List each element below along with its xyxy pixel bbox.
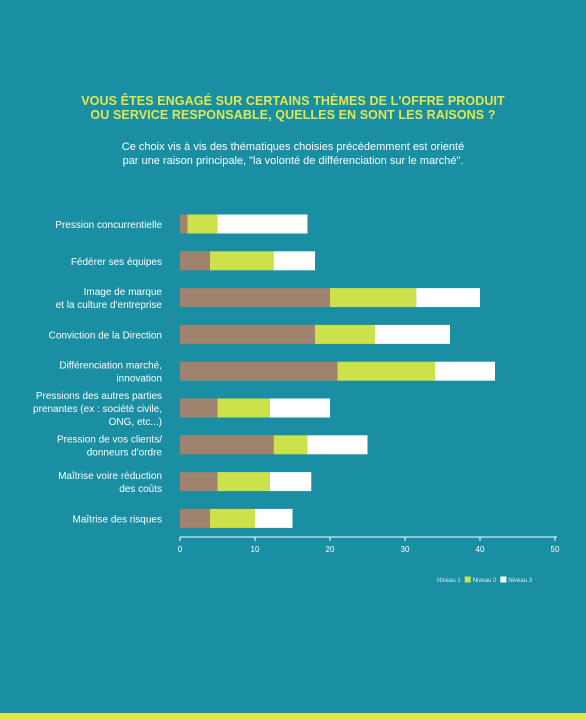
bar-segment-3	[270, 398, 330, 418]
bar-segment-2	[210, 508, 255, 528]
legend-label-1: Niveau 1	[437, 578, 461, 584]
bar-segment-3	[435, 361, 495, 381]
chart-title-line-2: OU SERVICE RESPONSABLE, QUELLES EN SONT …	[90, 108, 496, 122]
bar-segment-2	[210, 251, 274, 271]
x-tick-label: 50	[551, 545, 560, 554]
chart-title-line-1: VOUS ÊTES ENGAGÉ SUR CERTAINS THÈMES DE …	[81, 94, 505, 108]
bar-segment-3	[255, 508, 293, 528]
bar-segment-2	[217, 398, 270, 418]
category-label: Conviction de la Direction	[49, 330, 162, 341]
bar-segment-3	[270, 472, 312, 492]
chart-title: VOUS ÊTES ENGAGÉ SUR CERTAINS THÈMES DE …	[0, 94, 586, 122]
legend-swatch-3	[500, 576, 507, 583]
bar-segment-3	[273, 251, 315, 271]
x-tick-label: 20	[326, 545, 335, 554]
bar-segment-2	[273, 435, 308, 455]
bar-segment-1	[180, 288, 330, 308]
bar-segment-2	[330, 288, 417, 308]
category-label: des coûts	[119, 484, 162, 495]
category-label: Pression de vos clients/	[57, 434, 162, 445]
bar-segment-1	[180, 508, 210, 528]
legend-label-2: Niveau 2	[473, 578, 497, 584]
category-label: Image de marque	[84, 287, 163, 298]
bar-segment-2	[337, 361, 435, 381]
bar-segment-1	[180, 472, 218, 492]
x-tick-label: 30	[401, 545, 410, 554]
category-label: innovation	[116, 374, 162, 385]
bar-segment-3	[375, 324, 450, 344]
bottom-accent-bar	[0, 713, 586, 719]
category-label: Fédérer ses équipes	[71, 257, 162, 268]
bar-segment-2	[217, 472, 270, 492]
bar-segment-1	[180, 398, 218, 418]
bar-segment-1	[180, 251, 210, 271]
chart-subtitle-line-2: par une raison principale, "la volonté d…	[122, 155, 464, 167]
bar-segment-1	[180, 214, 188, 234]
category-label: Maîtrise des risques	[73, 514, 162, 525]
legend-swatch-2	[464, 576, 471, 583]
category-label: Pression concurrentielle	[55, 220, 162, 231]
chart-subtitle-line-1: Ce choix vis à vis des thématiques chois…	[121, 141, 465, 153]
x-tick-label: 40	[476, 545, 485, 554]
category-label: et la culture d'entreprise	[56, 300, 163, 311]
bar-segment-3	[217, 214, 308, 234]
x-tick-label: 10	[251, 545, 260, 554]
category-label: Pressions des autres parties	[36, 391, 162, 402]
category-label: prenantes (ex : société civile,	[33, 404, 162, 415]
bar-segment-1	[180, 435, 274, 455]
category-label: Maîtrise voire réduction	[58, 471, 162, 482]
bar-segment-3	[416, 288, 480, 308]
bar-segment-1	[180, 324, 315, 344]
x-tick-label: 0	[178, 545, 183, 554]
bar-segment-2	[187, 214, 218, 234]
bar-segment-1	[180, 361, 338, 381]
category-label: Différenciation marché,	[59, 361, 162, 372]
chart-subtitle: Ce choix vis à vis des thématiques chois…	[0, 140, 586, 168]
legend-label-3: Niveau 3	[508, 578, 532, 584]
category-label: ONG, etc...)	[109, 417, 162, 428]
bar-segment-2	[315, 324, 375, 344]
category-label: donneurs d'ordre	[87, 447, 163, 458]
bar-segment-3	[307, 435, 368, 455]
